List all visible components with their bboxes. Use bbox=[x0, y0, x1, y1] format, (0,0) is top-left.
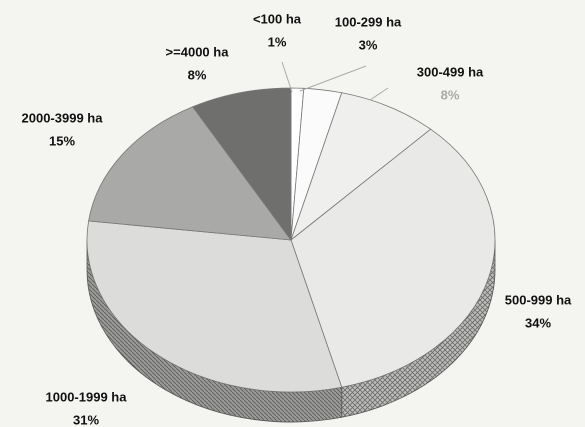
slice-label: <100 ha bbox=[253, 11, 302, 26]
value-label: 8% bbox=[441, 87, 460, 102]
pie-slice bbox=[88, 106, 292, 241]
pie-slice bbox=[290, 128, 496, 388]
leader-line bbox=[299, 65, 367, 92]
value-label: 1% bbox=[268, 34, 287, 49]
leader-line bbox=[369, 87, 389, 101]
pie-slice bbox=[86, 220, 343, 393]
slice-label: 300-499 ha bbox=[417, 64, 484, 79]
value-label: 31% bbox=[73, 412, 99, 427]
slice-label: 2000-3999 ha bbox=[22, 110, 104, 125]
slice-label: 1000-1999 ha bbox=[46, 389, 128, 404]
pie-slice bbox=[290, 92, 432, 242]
value-label: 8% bbox=[188, 67, 207, 82]
slice-label: 100-299 ha bbox=[335, 14, 402, 29]
value-label: 34% bbox=[525, 315, 551, 330]
slice-label: >=4000 ha bbox=[166, 44, 230, 59]
value-label: 15% bbox=[49, 133, 75, 148]
pie-slice bbox=[192, 87, 292, 242]
slice-label: 500-999 ha bbox=[505, 292, 572, 307]
leader-line bbox=[281, 61, 293, 93]
value-label: 3% bbox=[359, 37, 378, 52]
